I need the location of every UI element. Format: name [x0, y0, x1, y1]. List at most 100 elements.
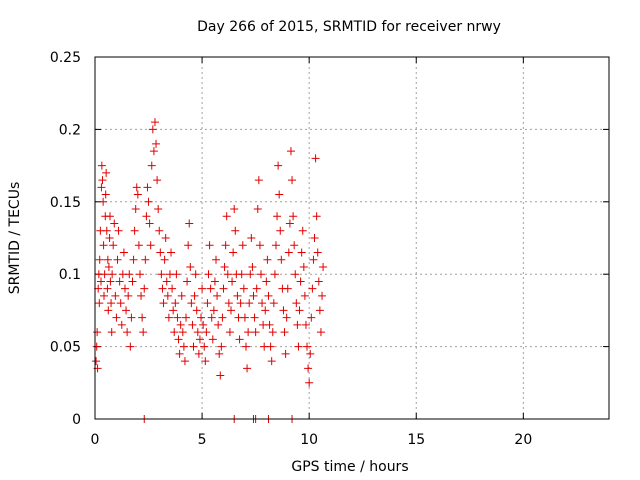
data-point	[190, 291, 199, 300]
data-point	[185, 219, 194, 228]
data-point	[123, 328, 132, 337]
data-point	[309, 255, 318, 264]
data-point	[288, 176, 297, 185]
data-point	[280, 328, 289, 337]
data-point	[220, 262, 229, 271]
data-point	[254, 176, 263, 185]
data-point	[107, 328, 116, 337]
data-point	[268, 328, 277, 337]
data-point	[176, 320, 185, 329]
data-point	[202, 328, 211, 337]
data-point	[239, 284, 248, 293]
data-point	[142, 212, 151, 221]
data-point	[298, 226, 307, 235]
data-point	[248, 262, 257, 271]
y-tick-label: 0.2	[59, 122, 81, 138]
data-point	[222, 212, 231, 221]
data-point	[192, 306, 201, 315]
data-point	[145, 219, 154, 228]
data-point	[137, 291, 146, 300]
data-point	[253, 205, 262, 214]
grid-lines	[95, 57, 609, 419]
data-point	[146, 241, 155, 250]
data-point	[103, 284, 112, 293]
x-tick-label: 15	[407, 432, 425, 448]
y-tick-label: 0.15	[50, 195, 81, 211]
data-point	[122, 306, 131, 315]
data-point	[158, 284, 167, 293]
x-axis-label: GPS time / hours	[291, 459, 408, 475]
data-point	[274, 161, 283, 170]
x-tick-labels: 0 5 10 15 20	[91, 432, 533, 448]
data-point	[292, 299, 301, 308]
data-point	[104, 306, 113, 315]
data-point	[286, 147, 295, 156]
data-point	[98, 176, 107, 185]
data-point	[105, 234, 114, 242]
data-point	[175, 349, 184, 358]
data-point	[162, 277, 171, 286]
data-point	[164, 313, 173, 322]
data-point	[215, 349, 224, 358]
data-point	[106, 277, 115, 286]
data-point	[308, 284, 317, 293]
data-point	[205, 241, 214, 250]
data-point	[131, 205, 140, 214]
data-point	[95, 255, 104, 264]
data-point	[266, 342, 275, 351]
data-point	[233, 291, 242, 300]
data-point	[104, 262, 113, 271]
data-point	[208, 335, 217, 344]
data-point	[204, 270, 213, 279]
data-point	[199, 320, 208, 329]
data-point	[241, 342, 250, 351]
data-point	[97, 161, 106, 170]
data-point	[112, 313, 121, 322]
data-point	[224, 299, 233, 308]
data-point	[194, 349, 203, 358]
data-point	[149, 147, 158, 156]
data-point	[119, 248, 128, 257]
data-point	[134, 241, 143, 250]
data-point	[191, 270, 200, 279]
data-point	[290, 241, 299, 250]
data-point	[101, 190, 110, 199]
data-point	[143, 183, 152, 192]
data-point	[150, 118, 159, 127]
y-tick-label: 0.1	[59, 267, 81, 283]
data-point	[255, 241, 264, 250]
data-point	[115, 277, 124, 286]
data-point	[235, 335, 244, 344]
data-point	[156, 248, 165, 257]
data-point	[99, 197, 108, 206]
data-point	[108, 270, 117, 279]
data-point	[262, 277, 271, 286]
data-point	[195, 335, 204, 344]
data-point	[114, 226, 123, 235]
data-point	[153, 176, 162, 185]
data-point	[200, 342, 209, 351]
data-point	[263, 255, 272, 264]
data-point	[277, 255, 286, 264]
data-point	[154, 205, 163, 214]
data-point	[271, 241, 280, 250]
data-point	[111, 291, 120, 300]
data-point	[107, 299, 116, 308]
data-point	[245, 299, 254, 308]
data-point	[152, 139, 161, 148]
data-point	[258, 299, 267, 308]
data-point	[316, 328, 325, 337]
data-point	[182, 313, 191, 322]
data-point	[269, 299, 278, 308]
data-point	[282, 313, 291, 322]
data-point	[251, 328, 260, 337]
data-point	[267, 357, 276, 366]
x-tick-label: 10	[300, 432, 318, 448]
data-point	[117, 320, 126, 329]
data-point	[147, 161, 156, 170]
data-point	[304, 364, 313, 373]
data-point	[249, 291, 258, 300]
data-point	[275, 190, 284, 199]
data-point	[289, 212, 298, 221]
